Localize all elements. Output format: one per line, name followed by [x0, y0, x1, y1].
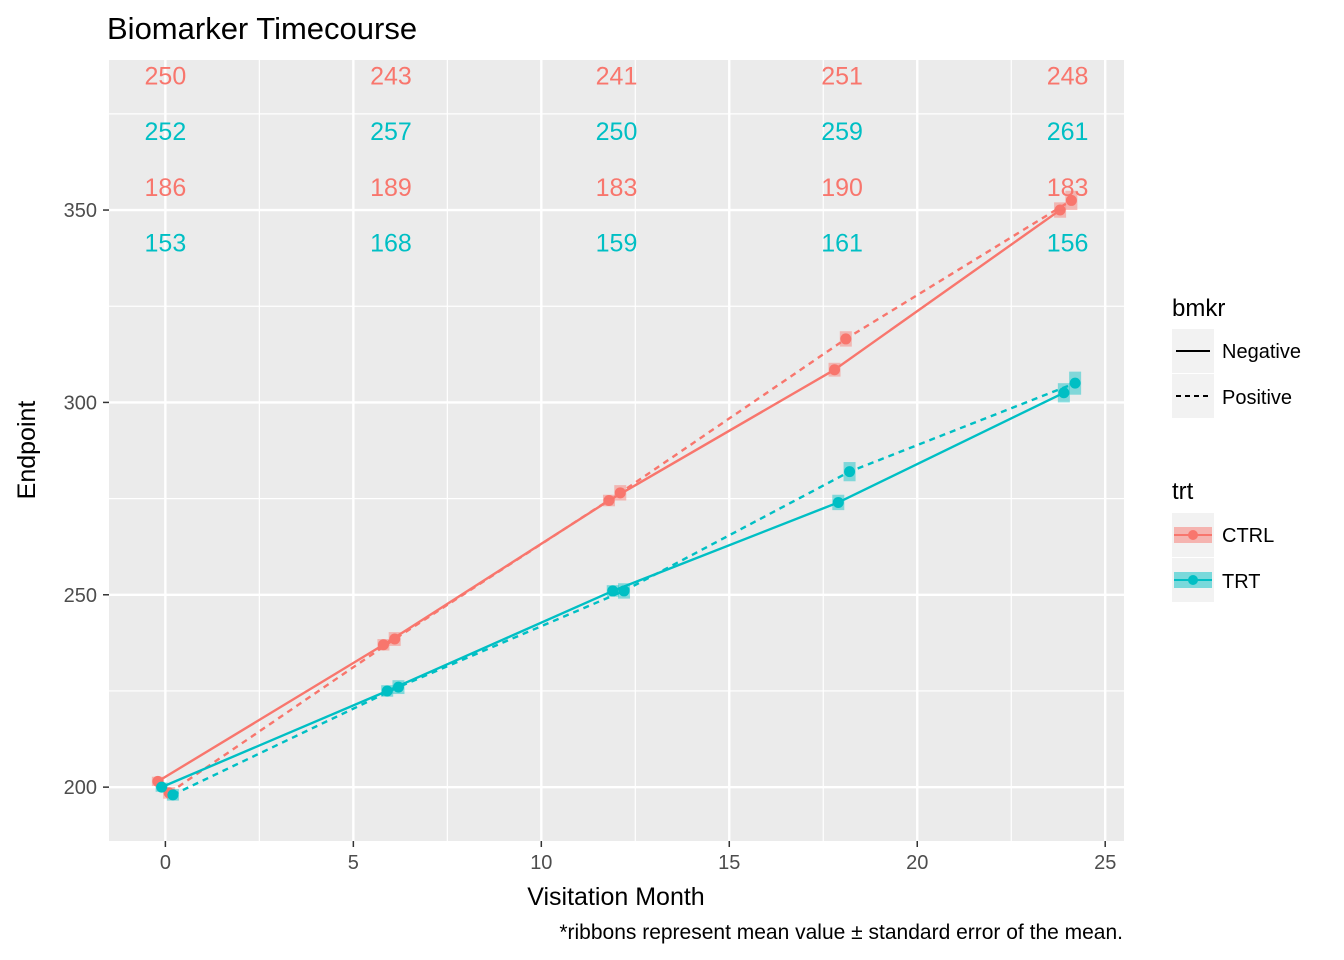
legend-label-negative: Negative — [1222, 341, 1301, 363]
point-ctrl-negative — [1054, 204, 1066, 216]
point-trt-positive — [618, 585, 630, 597]
caption: *ribbons represent mean value ± standard… — [559, 921, 1123, 944]
count-label-ctrl: 241 — [596, 62, 638, 90]
count-label-ctrl: 248 — [1047, 62, 1089, 90]
x-tick-label: 20 — [906, 852, 928, 874]
count-label-ctrl: 183 — [1047, 174, 1089, 202]
point-ctrl-negative — [829, 364, 841, 376]
point-ctrl-negative — [377, 639, 389, 651]
legend-bmkr: bmkr Negative Positive — [1172, 295, 1301, 418]
point-trt-negative — [832, 496, 844, 508]
x-tick-label: 5 — [348, 852, 359, 874]
count-label-ctrl: 186 — [145, 174, 187, 202]
count-label-trt: 252 — [145, 118, 187, 146]
plot-panel — [109, 60, 1124, 841]
point-trt-negative — [607, 585, 619, 597]
count-label-trt: 259 — [821, 118, 863, 146]
count-label-ctrl: 243 — [370, 62, 412, 90]
count-label-trt: 161 — [821, 230, 863, 258]
point-ctrl-positive — [1065, 194, 1077, 206]
count-label-ctrl: 183 — [596, 174, 638, 202]
x-axis-title: Visitation Month — [527, 883, 704, 911]
y-tick-label: 300 — [64, 392, 97, 414]
point-ctrl-positive — [389, 633, 401, 645]
x-tick-label: 10 — [530, 852, 552, 874]
point-trt-negative — [156, 781, 168, 793]
legend-bmkr-title: bmkr — [1172, 295, 1225, 322]
point-trt-positive — [844, 466, 856, 478]
point-trt-positive — [167, 789, 179, 801]
y-tick-label: 250 — [64, 585, 97, 607]
point-trt-negative — [1058, 387, 1070, 399]
point-trt-positive — [392, 681, 404, 693]
x-tick-label: 0 — [160, 852, 171, 874]
x-axis: 0 5 10 15 20 25 — [160, 841, 1116, 874]
x-tick-label: 25 — [1094, 852, 1116, 874]
y-tick-label: 200 — [64, 777, 97, 799]
point-trt-positive — [1069, 377, 1081, 389]
legend-point-trt — [1188, 575, 1198, 585]
count-label-trt: 159 — [596, 230, 638, 258]
major-gridlines — [109, 60, 1124, 841]
point-ctrl-negative — [603, 495, 615, 507]
y-axis: 200 250 300 350 — [64, 200, 109, 799]
count-label-trt: 261 — [1047, 118, 1089, 146]
legend-label-ctrl: CTRL — [1222, 525, 1274, 547]
legend-label-trt: TRT — [1222, 571, 1261, 593]
legend-point-ctrl — [1188, 530, 1198, 540]
minor-gridlines — [109, 60, 1124, 841]
count-label-ctrl: 190 — [821, 174, 863, 202]
legend-label-positive: Positive — [1222, 387, 1292, 409]
point-trt-negative — [381, 685, 393, 697]
count-labels: 250 243 241 251 248 252 257 250 259 261 186 189 183 1… — [145, 62, 1089, 257]
y-tick-label: 350 — [64, 200, 97, 222]
count-label-trt: 168 — [370, 230, 412, 258]
legend-trt-title: trt — [1172, 478, 1194, 505]
series-points — [152, 194, 1081, 801]
count-label-ctrl: 189 — [370, 174, 412, 202]
count-label-trt: 250 — [596, 118, 638, 146]
point-ctrl-positive — [840, 333, 852, 345]
count-label-ctrl: 251 — [821, 62, 863, 90]
count-label-trt: 153 — [145, 230, 187, 258]
x-tick-label: 15 — [718, 852, 740, 874]
count-label-ctrl: 250 — [145, 62, 187, 90]
point-ctrl-positive — [614, 487, 626, 499]
y-axis-title: Endpoint — [13, 401, 41, 500]
count-label-trt: 156 — [1047, 230, 1089, 258]
legend-trt: trt CTRL TRT — [1172, 478, 1274, 602]
count-label-trt: 257 — [370, 118, 412, 146]
chart-title: Biomarker Timecourse — [107, 11, 417, 46]
